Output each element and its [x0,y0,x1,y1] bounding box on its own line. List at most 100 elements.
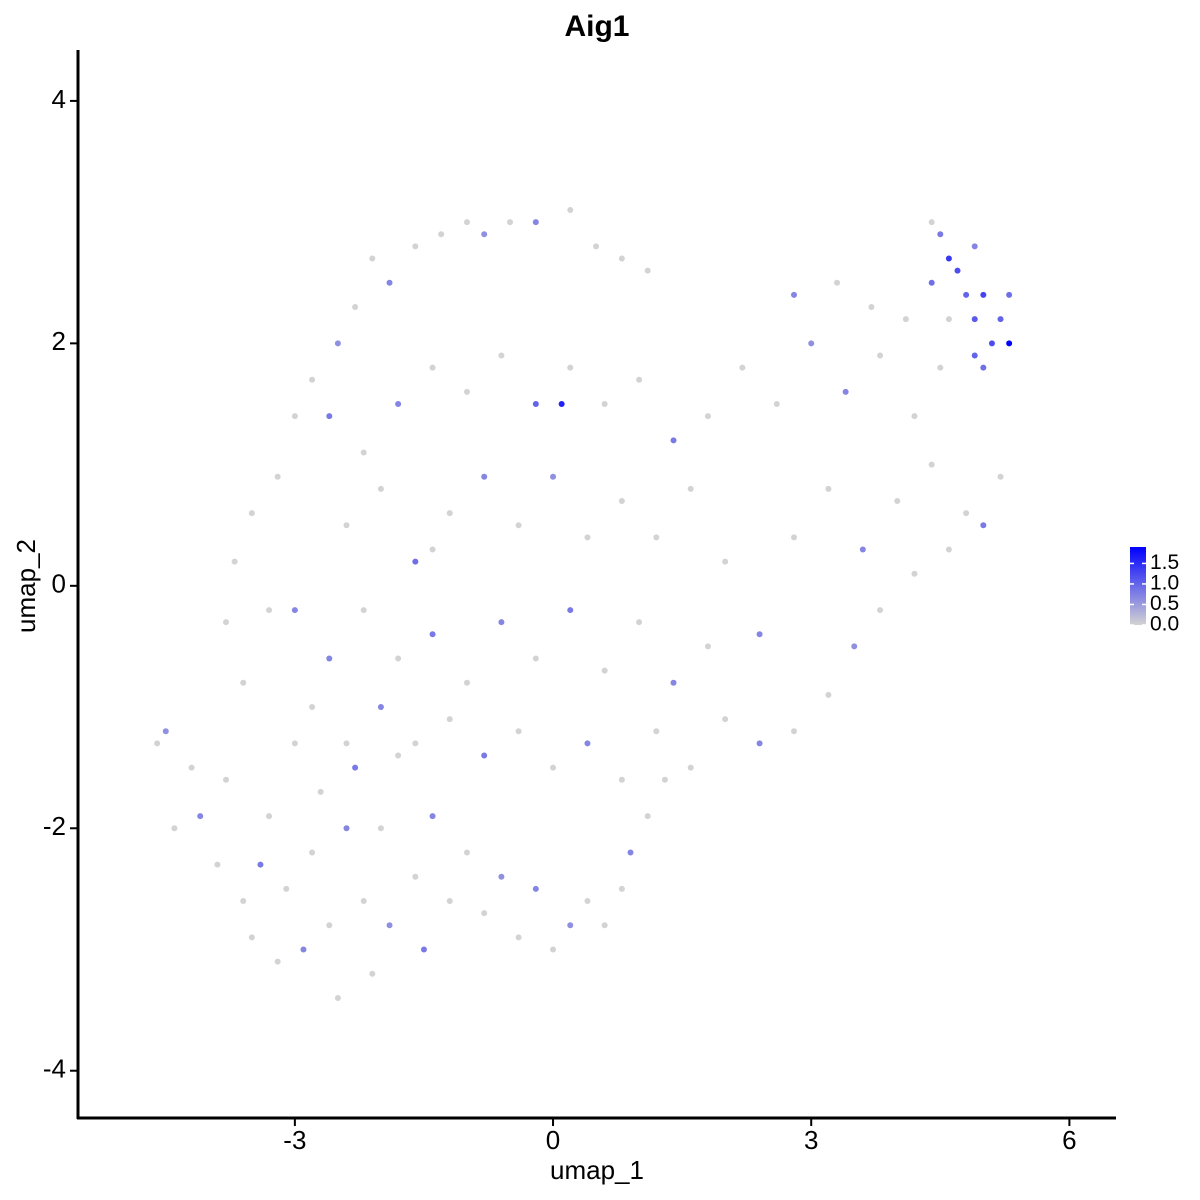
cell-point [945,316,952,323]
cell-point [928,461,935,468]
cell-point [274,958,281,965]
cell-point [971,316,978,323]
x-tick-label: 3 [804,1125,818,1155]
cell-point [532,655,539,662]
cell-point [240,679,247,686]
cell-point [412,558,419,565]
cell-point [412,243,419,250]
colorbar [1130,547,1146,625]
cell-point [162,728,169,735]
cell-point [369,970,376,977]
cell-point [618,776,625,783]
cell-point [937,364,944,371]
cell-point [945,546,952,553]
cell-point [980,364,987,371]
cell-point [429,813,436,820]
cell-point [446,898,453,905]
cell-point [618,497,625,504]
cell-point [377,485,384,492]
y-tick-label: 2 [52,326,66,356]
cell-point [446,716,453,723]
cell-point [601,667,608,674]
y-tick-label: -2 [43,811,66,841]
cell-point [601,922,608,929]
cell-point [937,231,944,238]
y-tick-label: 0 [52,569,66,599]
cell-point [343,522,350,529]
cell-point [971,243,978,250]
cell-point [214,861,221,868]
cell-point [463,219,470,226]
cell-point [291,740,298,747]
cell-point [859,546,866,553]
cell-point [369,255,376,262]
cell-point [248,510,255,517]
cell-point [868,303,875,310]
cell-point [377,825,384,832]
cell-point [808,340,815,347]
cell-point [567,207,574,214]
cell-point [266,607,273,614]
cell-point [550,946,557,953]
cell-point [584,898,591,905]
cell-point [481,910,488,917]
cell-point [756,740,763,747]
cell-point [756,631,763,638]
cell-point [188,764,195,771]
cell-point [704,413,711,420]
cell-point [601,400,608,407]
cell-point [567,607,574,614]
cell-point [309,849,316,856]
colorbar-tick-label: 1.5 [1150,551,1179,574]
cell-point [584,740,591,747]
cell-point [326,655,333,662]
cell-point [197,813,204,820]
cell-point [498,873,505,880]
y-tick-label: -4 [43,1054,66,1084]
cell-point [928,279,935,286]
cell-point [945,255,952,262]
cell-point [791,534,798,541]
cell-point [928,219,935,226]
cell-point [894,497,901,504]
cell-point [343,740,350,747]
cell-point [791,291,798,298]
cell-point [653,534,660,541]
cell-point [558,400,565,407]
cell-point [395,752,402,759]
cell-point [532,885,539,892]
cell-point [618,255,625,262]
cell-point [825,485,832,492]
cell-point [911,413,918,420]
x-tick-label: 0 [546,1125,560,1155]
colorbar-tick-label: 0.0 [1150,613,1179,636]
cell-point [223,619,230,626]
x-axis-label: umap_1 [550,1155,644,1185]
y-axis-label: umap_2 [11,539,41,633]
cell-point [997,316,1004,323]
cell-point [429,631,436,638]
cell-point [971,352,978,359]
cell-point [438,231,445,238]
cell-point [670,679,677,686]
cell-point [154,740,161,747]
cell-point [248,934,255,941]
cell-point [395,655,402,662]
cell-point [317,788,324,795]
cell-point [386,922,393,929]
cell-point [704,643,711,650]
x-tick-label: -3 [283,1125,306,1155]
cell-point [644,813,651,820]
cell-point [834,279,841,286]
cell-point [352,764,359,771]
cell-point [567,922,574,929]
cell-point [877,352,884,359]
cell-point [532,400,539,407]
cell-point [722,558,729,565]
cell-point [636,619,643,626]
cell-point [851,643,858,650]
cell-point [842,388,849,395]
cell-point [687,764,694,771]
cell-point [360,449,367,456]
